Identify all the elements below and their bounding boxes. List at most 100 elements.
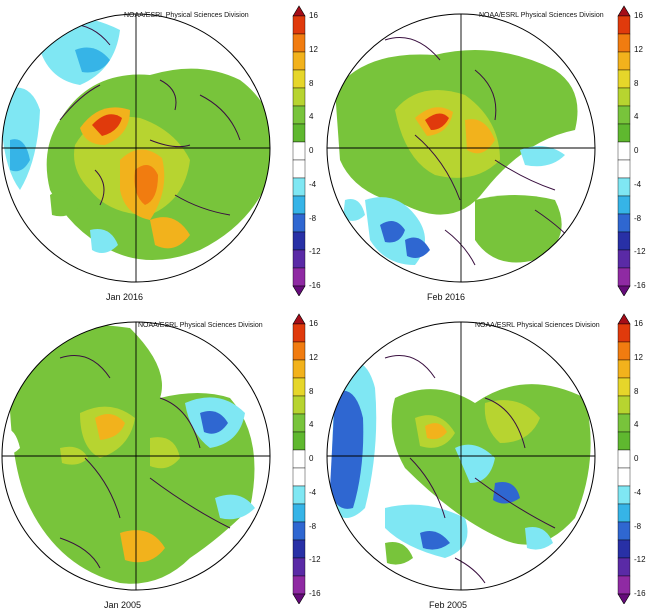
colorbar-cell: [617, 123, 631, 143]
colorbar-tick-label: -8: [634, 213, 642, 223]
colorbar-cell: [617, 105, 631, 125]
colorbar-cell: [292, 359, 306, 379]
colorbar-tick-label: 0: [634, 454, 639, 463]
colorbar-cell: [617, 323, 631, 343]
colorbar-tick-label: 16: [309, 319, 318, 328]
colorbar-top-arrow: [292, 5, 306, 17]
colorbar-tick-label: 8: [309, 78, 314, 88]
colorbar-top-arrow: [617, 5, 631, 17]
colorbar-bottom-arrow: [617, 285, 631, 296]
colorbar-tick-label: -4: [634, 179, 642, 189]
colorbar-tick-label: -16: [309, 589, 321, 598]
colorbar-tick-label: 0: [309, 146, 314, 155]
colorbar-tick-label: -12: [634, 555, 646, 565]
colorbar-ticks: 16 12 8 4 0 -4 -8 -12 -16: [309, 312, 325, 604]
colorbar-cell: [292, 575, 306, 595]
colorbar: [617, 313, 631, 604]
colorbar-cell: [617, 213, 631, 233]
colorbar-cell: [617, 395, 631, 415]
colorbar-bottom-arrow: [617, 593, 631, 604]
colorbar-ticks: 16 12 8 4 0 -4 -8 -12 -16: [634, 4, 650, 296]
colorbar-tick-label: 16: [634, 319, 643, 328]
colorbar-tick-label: -8: [309, 213, 317, 223]
colorbar-tick-label: 12: [634, 44, 643, 54]
colorbar-tick-label: -4: [634, 487, 642, 497]
colorbar-cell: [617, 413, 631, 433]
map-panel-jan-2016: NOAA/ESRL Physical Sciences Division Jan…: [0, 0, 325, 308]
map-panel-feb-2005: NOAA/ESRL Physical Sciences Division Feb…: [325, 308, 650, 616]
polar-map-feb-2016: [326, 13, 596, 283]
colorbar-cell: [292, 87, 306, 107]
credit-label: NOAA/ESRL Physical Sciences Division: [138, 322, 263, 329]
colorbar-tick-label: 12: [309, 352, 318, 362]
polar-map-feb-2005: [326, 321, 596, 591]
credit-label: NOAA/ESRL Physical Sciences Division: [124, 12, 249, 19]
colorbar: [617, 5, 631, 296]
colorbar-tick-label: -12: [309, 555, 321, 565]
colorbar-tick-label: -8: [634, 521, 642, 531]
colorbar-tick-label: -16: [309, 281, 321, 290]
colorbar-bottom-arrow: [292, 285, 306, 296]
colorbar-tick-label: -16: [634, 281, 646, 290]
colorbar-cell: [292, 413, 306, 433]
colorbar-cell: [292, 213, 306, 233]
colorbar-tick-label: -4: [309, 487, 317, 497]
colorbar-tick-label: 4: [309, 420, 314, 430]
colorbar-tick-label: 16: [634, 11, 643, 20]
colorbar-tick-label: 8: [309, 386, 314, 396]
colorbar-cell: [617, 15, 631, 35]
colorbar-cell: [617, 359, 631, 379]
colorbar-cell: [617, 503, 631, 523]
polar-map-jan-2016: [1, 13, 271, 283]
colorbar-cell: [617, 141, 631, 161]
polar-map-jan-2005: [1, 321, 271, 591]
colorbar-cell: [292, 341, 306, 361]
map-panel-jan-2005: NOAA/ESRL Physical Sciences Division Jan…: [0, 308, 325, 616]
colorbar-cell: [617, 33, 631, 53]
credit-label: NOAA/ESRL Physical Sciences Division: [475, 322, 600, 329]
colorbar-cell: [617, 249, 631, 269]
colorbar-cell: [292, 467, 306, 487]
colorbar-cell: [292, 33, 306, 53]
panel-caption: Jan 2016: [106, 292, 144, 302]
colorbar-cell: [292, 377, 306, 397]
colorbar-tick-label: 0: [309, 454, 314, 463]
colorbar-cell: [617, 431, 631, 451]
colorbar-cell: [617, 159, 631, 179]
colorbar-cell: [292, 323, 306, 343]
colorbar-tick-label: 8: [634, 78, 639, 88]
panel-caption: Feb 2005: [429, 600, 468, 610]
colorbar-top-arrow: [292, 313, 306, 325]
colorbar-cell: [292, 521, 306, 541]
colorbar-tick-label: 12: [634, 352, 643, 362]
colorbar-cell: [617, 51, 631, 71]
colorbar-cell: [292, 159, 306, 179]
colorbar-tick-label: 16: [309, 11, 318, 20]
colorbar-cell: [292, 449, 306, 469]
colorbar-tick-label: 4: [309, 112, 314, 122]
colorbar-bottom-arrow: [292, 593, 306, 604]
colorbar-tick-label: -8: [309, 521, 317, 531]
colorbar-cell: [292, 123, 306, 143]
colorbar-tick-label: -4: [309, 179, 317, 189]
colorbar-cell: [617, 557, 631, 577]
colorbar-cell: [617, 575, 631, 595]
colorbar-tick-label: 8: [634, 386, 639, 396]
map-panel-feb-2016: NOAA/ESRL Physical Sciences Division Feb…: [325, 0, 650, 308]
colorbar-cell: [617, 485, 631, 505]
colorbar-cell: [292, 485, 306, 505]
colorbar-cell: [292, 267, 306, 287]
colorbar-cell: [292, 395, 306, 415]
colorbar-cell: [292, 51, 306, 71]
credit-label: NOAA/ESRL Physical Sciences Division: [479, 12, 604, 19]
colorbar-ticks: 16 12 8 4 0 -4 -8 -12 -16: [309, 4, 325, 296]
colorbar-ticks: 16 12 8 4 0 -4 -8 -12 -16: [634, 312, 650, 604]
colorbar-cell: [617, 195, 631, 215]
colorbar-tick-label: -12: [309, 247, 321, 257]
colorbar-cell: [292, 231, 306, 251]
colorbar-tick-label: 0: [634, 146, 639, 155]
colorbar-cell: [292, 105, 306, 125]
colorbar-cell: [292, 249, 306, 269]
colorbar-cell: [617, 231, 631, 251]
panel-caption: Jan 2005: [104, 600, 142, 610]
